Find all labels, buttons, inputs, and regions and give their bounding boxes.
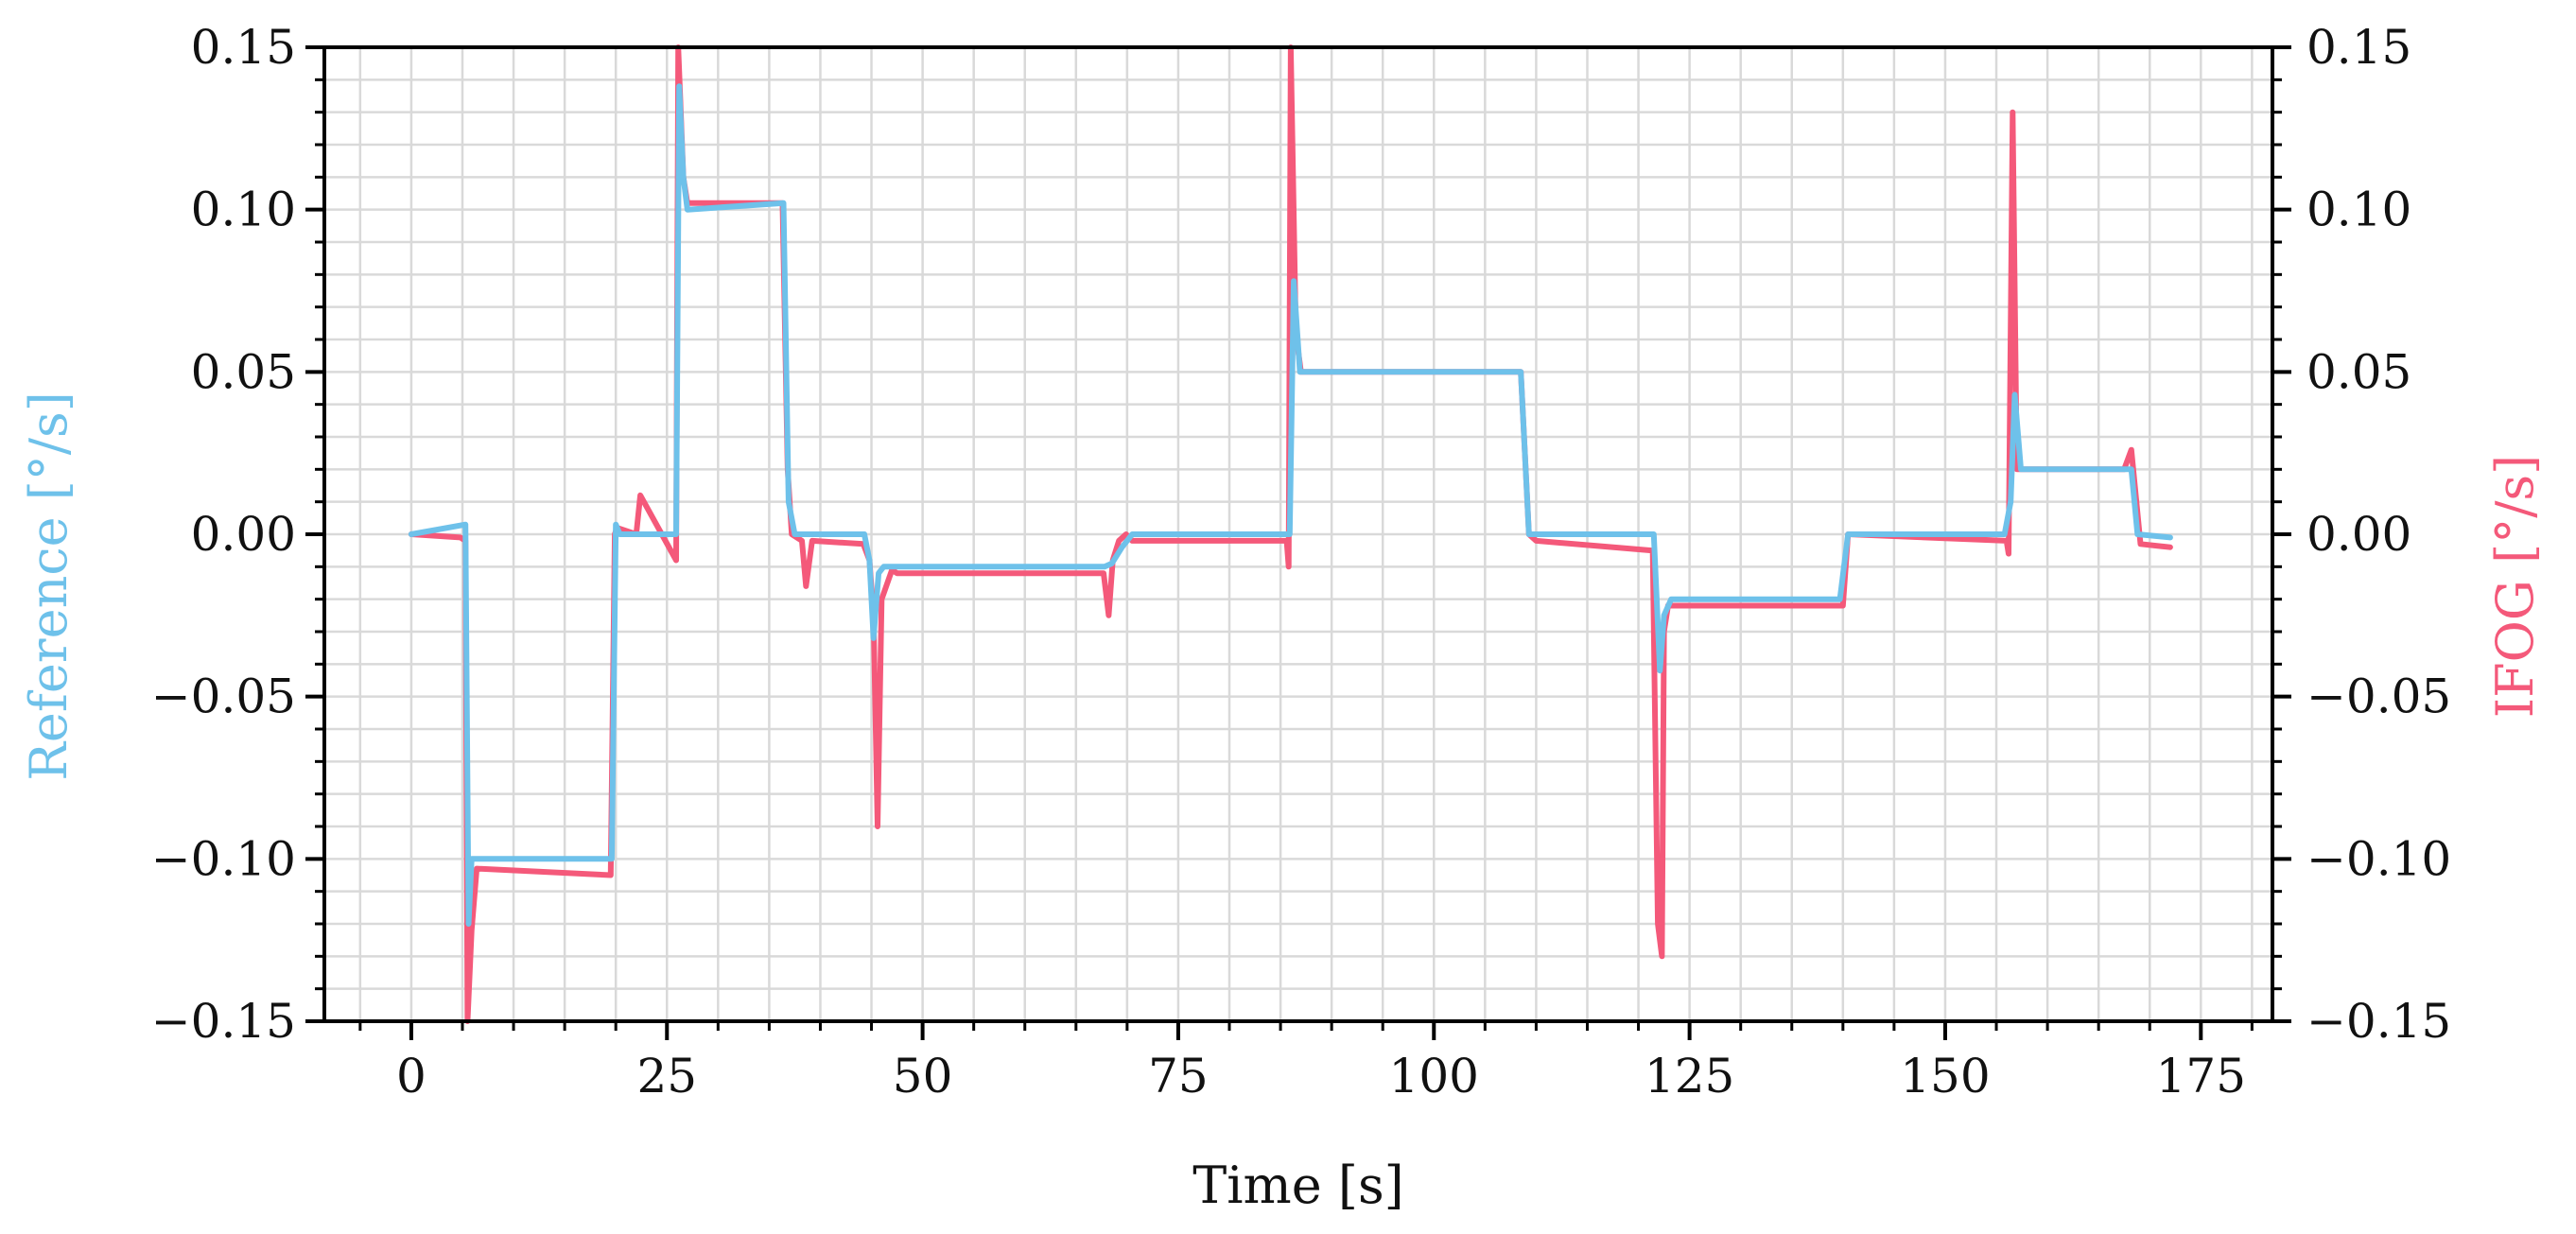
x-tick-label: 0 bbox=[396, 1049, 426, 1104]
y-tick-label-left: 0.00 bbox=[191, 507, 296, 562]
y-tick-label-right: 0.10 bbox=[2306, 182, 2411, 237]
series-line-reference bbox=[408, 83, 2173, 927]
y-tick-label-right: 0.15 bbox=[2306, 20, 2411, 75]
y-axis-right-label: IFOG [°/s] bbox=[2485, 455, 2545, 718]
tick-marks bbox=[305, 45, 2291, 1040]
x-tick-label: 50 bbox=[893, 1049, 953, 1104]
y-axis-left-label: Reference [°/s] bbox=[19, 391, 78, 781]
y-tick-label-right: 0.00 bbox=[2306, 507, 2411, 562]
y-tick-label-right: −0.05 bbox=[2306, 669, 2451, 724]
y-tick-label-left: −0.15 bbox=[151, 994, 296, 1049]
y-tick-label-right: 0.05 bbox=[2306, 344, 2411, 399]
series-line-ifog bbox=[408, 44, 2173, 1024]
y-tick-label-left: 0.05 bbox=[191, 344, 296, 399]
x-tick-label: 100 bbox=[1389, 1049, 1479, 1104]
y-tick-label-right: −0.15 bbox=[2306, 994, 2451, 1049]
tick-labels: −0.15 −0.15 −0.10 −0.10 −0.05 −0.05 0.00 0.00 0.… bbox=[151, 20, 2451, 1104]
x-tick-label: 25 bbox=[636, 1049, 697, 1104]
y-tick-label-left: −0.10 bbox=[151, 831, 296, 886]
x-tick-label: 75 bbox=[1148, 1049, 1209, 1104]
gridlines bbox=[324, 45, 2272, 1023]
y-tick-label-left: 0.10 bbox=[191, 182, 296, 237]
x-tick-label: 175 bbox=[2156, 1049, 2246, 1104]
x-tick-label: 125 bbox=[1645, 1049, 1734, 1104]
y-tick-label-right: −0.10 bbox=[2306, 831, 2451, 886]
series-layer bbox=[408, 44, 2173, 1024]
y-tick-label-left: 0.15 bbox=[191, 20, 296, 75]
x-tick-label: 150 bbox=[1900, 1049, 1990, 1104]
y-tick-label-left: −0.05 bbox=[151, 669, 296, 724]
x-axis-label: Time [s] bbox=[1192, 1156, 1403, 1215]
